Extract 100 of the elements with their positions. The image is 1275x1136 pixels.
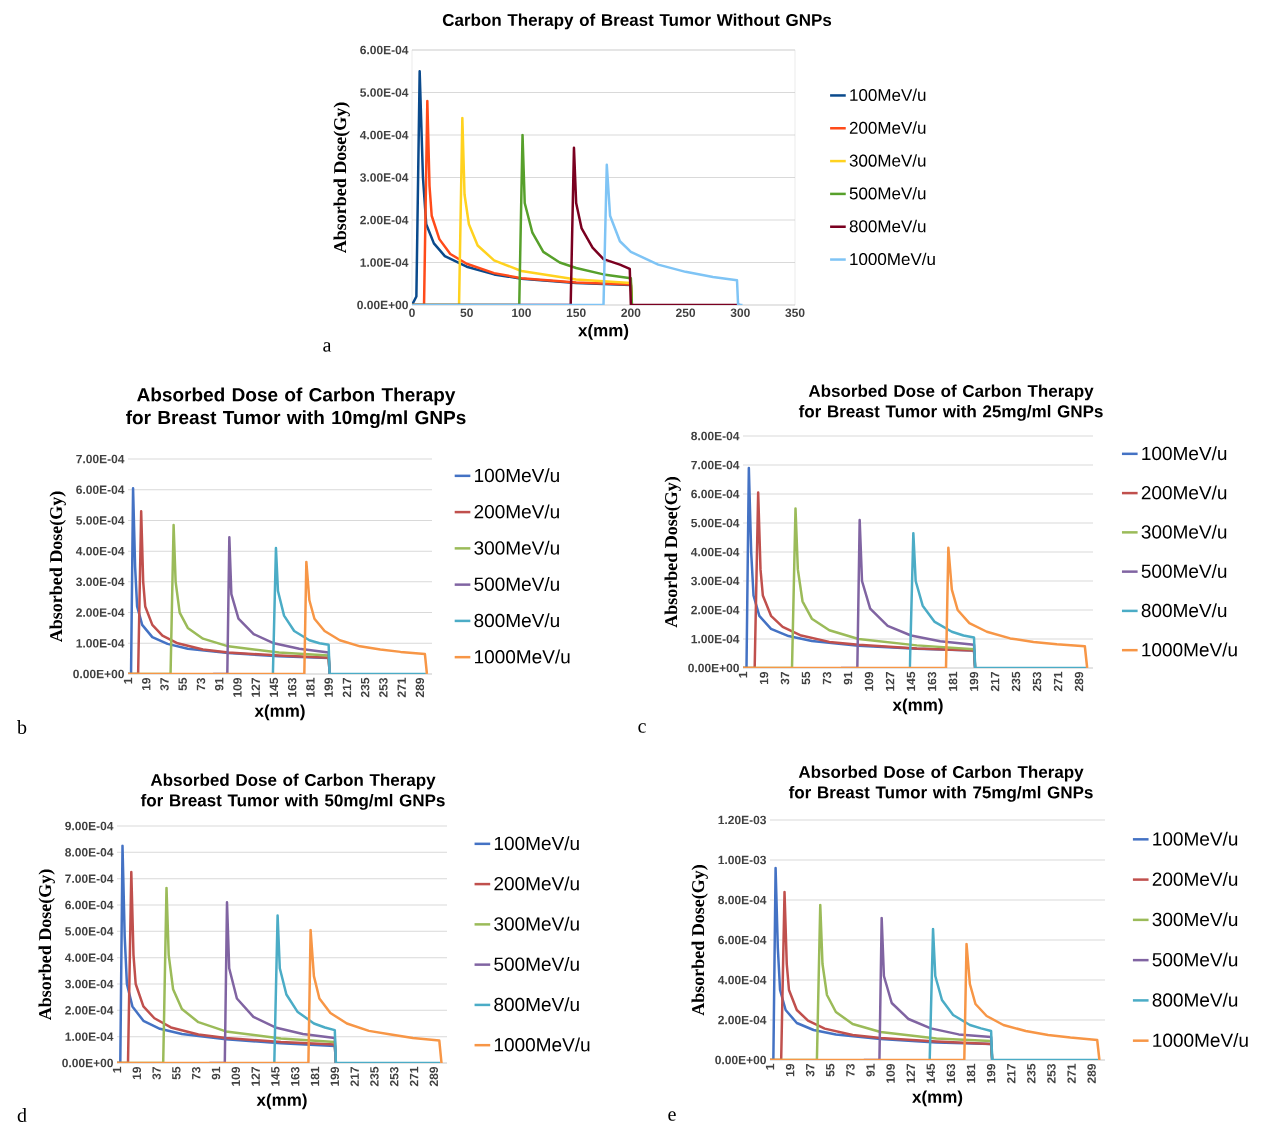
x-tick-label: 199 bbox=[986, 1063, 996, 1083]
x-tick-label: 109 bbox=[886, 1063, 895, 1083]
x-tick-label: 235 bbox=[1011, 671, 1021, 692]
chart-title: Absorbed Dose of Carbon Therapy for Breast Tumor with 10mg/ml GNPs bbox=[126, 387, 466, 429]
legend-label: 200MeV/u bbox=[474, 504, 559, 519]
y-tick-label: 4.00E-04 bbox=[75, 546, 125, 556]
x-axis-title: x(mm) bbox=[892, 698, 943, 715]
line-series bbox=[271, 546, 428, 674]
y-tick-label: 7.00E-04 bbox=[65, 874, 114, 883]
y-tick-label: 2.00E-04 bbox=[691, 605, 740, 615]
y-tick-label: 6.00E-04 bbox=[360, 45, 409, 55]
y-tick-label: 5.00E-04 bbox=[691, 518, 740, 528]
legend-label: 800MeV/u bbox=[849, 219, 926, 233]
line-series bbox=[117, 928, 443, 1063]
y-tick-label: 2.00E-04 bbox=[360, 215, 409, 225]
x-tick-label: 1 bbox=[112, 1066, 122, 1073]
y-tick-label: 3.00E-04 bbox=[76, 577, 125, 587]
x-tick-label: 55 bbox=[172, 1066, 181, 1080]
x-tick-label: 235 bbox=[370, 1066, 379, 1087]
x-tick-label: 235 bbox=[360, 677, 370, 698]
x-tick-label: 217 bbox=[1007, 1064, 1016, 1084]
line-series bbox=[908, 531, 1088, 668]
legend-label: 300MeV/u bbox=[474, 540, 559, 555]
x-tick-label: 55 bbox=[826, 1063, 835, 1077]
line-series bbox=[770, 942, 1101, 1060]
legend-label: 300MeV/u bbox=[849, 154, 926, 167]
y-tick-label: 3.00E-04 bbox=[691, 576, 740, 586]
x-tick-label: 163 bbox=[927, 671, 937, 691]
x-tick-label: 19 bbox=[759, 671, 769, 685]
y-tick-label: 2.00E-04 bbox=[65, 1006, 114, 1015]
y-tick-label: 0.00E+00 bbox=[715, 1055, 766, 1065]
x-tick-label: 100 bbox=[512, 308, 531, 318]
y-tick-label: 7.00E-04 bbox=[691, 460, 740, 470]
x-tick-label: 91 bbox=[866, 1063, 875, 1077]
legend-label: 200MeV/u bbox=[1141, 485, 1227, 500]
x-tick-label: 50 bbox=[460, 308, 473, 318]
y-tick-label: 3.00E-04 bbox=[65, 979, 114, 989]
chart-title: Absorbed Dose of Carbon Therapy for Breast Tumor with 75mg/ml GNPs bbox=[788, 765, 1093, 802]
y-tick-label: 6.00E-04 bbox=[76, 485, 125, 494]
x-tick-label: 181 bbox=[310, 1066, 320, 1086]
x-tick-label: 145 bbox=[906, 671, 916, 691]
legend-label: 300MeV/u bbox=[1141, 524, 1227, 539]
x-tick-label: 55 bbox=[801, 671, 811, 685]
x-tick-label: 289 bbox=[429, 1066, 439, 1087]
legend-label: 1000MeV/u bbox=[475, 649, 570, 664]
x-tick-label: 145 bbox=[271, 1066, 280, 1086]
x-tick-label: 73 bbox=[846, 1063, 855, 1077]
legend-label: 500MeV/u bbox=[474, 577, 559, 591]
text: d bbox=[17, 1107, 27, 1123]
legend-label: 800MeV/u bbox=[1152, 992, 1238, 1007]
x-tick-label: 300 bbox=[730, 308, 750, 318]
y-tick-label: 6.00E-04 bbox=[718, 935, 767, 945]
y-tick-label: 1.00E-04 bbox=[360, 258, 409, 267]
x-tick-label: 163 bbox=[290, 1066, 300, 1086]
x-tick-label: 289 bbox=[415, 677, 425, 698]
y-tick-label: 9.00E-04 bbox=[65, 821, 114, 831]
x-tick-label: 235 bbox=[1027, 1063, 1036, 1084]
x-tick-label: 1 bbox=[738, 671, 748, 678]
legend-label: 300MeV/u bbox=[1152, 912, 1238, 927]
x-tick-label: 19 bbox=[132, 1066, 142, 1080]
x-axis-title: x(mm) bbox=[578, 323, 629, 340]
y-tick-label: 4.00E-04 bbox=[359, 130, 409, 140]
line-series bbox=[128, 560, 429, 674]
text: a bbox=[323, 342, 332, 352]
legend-label: 800MeV/u bbox=[494, 997, 579, 1012]
x-tick-label: 350 bbox=[785, 308, 805, 318]
legend-label: 500MeV/u bbox=[1141, 564, 1227, 578]
legend-label: 100MeV/u bbox=[850, 88, 926, 102]
x-tick-label: 19 bbox=[785, 1063, 795, 1077]
legend-label: 200MeV/u bbox=[494, 876, 579, 891]
legend-label: 100MeV/u bbox=[475, 468, 559, 483]
x-tick-label: 150 bbox=[566, 308, 586, 318]
x-tick-label: 37 bbox=[152, 1067, 161, 1080]
y-tick-label: 0.00E+00 bbox=[688, 663, 739, 673]
x-tick-label: 1 bbox=[123, 677, 133, 684]
chart-title: Absorbed Dose of Carbon Therapy for Breast Tumor with 50mg/ml GNPs bbox=[140, 773, 445, 810]
x-tick-label: 37 bbox=[780, 672, 790, 685]
legend-label: 1000MeV/u bbox=[1142, 642, 1237, 657]
y-tick-label: 1.00E-03 bbox=[718, 855, 767, 865]
legend-label: 100MeV/u bbox=[1153, 831, 1238, 846]
chart-title: Carbon Therapy of Breast Tumor Without GNPs bbox=[442, 13, 832, 30]
x-tick-label: 73 bbox=[191, 1066, 201, 1080]
y-axis-title: Absorbed Dose(Gy) bbox=[333, 102, 350, 254]
y-tick-label: 4.00E-04 bbox=[64, 953, 114, 962]
x-axis-title: x(mm) bbox=[912, 1090, 963, 1107]
x-tick-label: 37 bbox=[805, 1064, 815, 1077]
line-series bbox=[928, 927, 1100, 1060]
legend-label: 200MeV/u bbox=[1152, 871, 1238, 886]
x-tick-label: 91 bbox=[214, 677, 224, 691]
x-tick-label: 217 bbox=[342, 678, 352, 698]
legend-label: 800MeV/u bbox=[474, 613, 559, 628]
y-axis-title: Absorbed Dose(Gy) bbox=[49, 491, 66, 643]
x-tick-label: 145 bbox=[269, 677, 279, 697]
x-tick-label: 271 bbox=[409, 1066, 419, 1087]
y-tick-label: 1.20E-03 bbox=[718, 815, 767, 825]
legend-label: 1000MeV/u bbox=[1153, 1033, 1248, 1047]
x-tick-label: 55 bbox=[178, 677, 187, 691]
y-tick-label: 5.00E-04 bbox=[360, 88, 409, 97]
x-tick-label: 217 bbox=[350, 1067, 359, 1087]
y-tick-label: 5.00E-04 bbox=[65, 927, 114, 936]
